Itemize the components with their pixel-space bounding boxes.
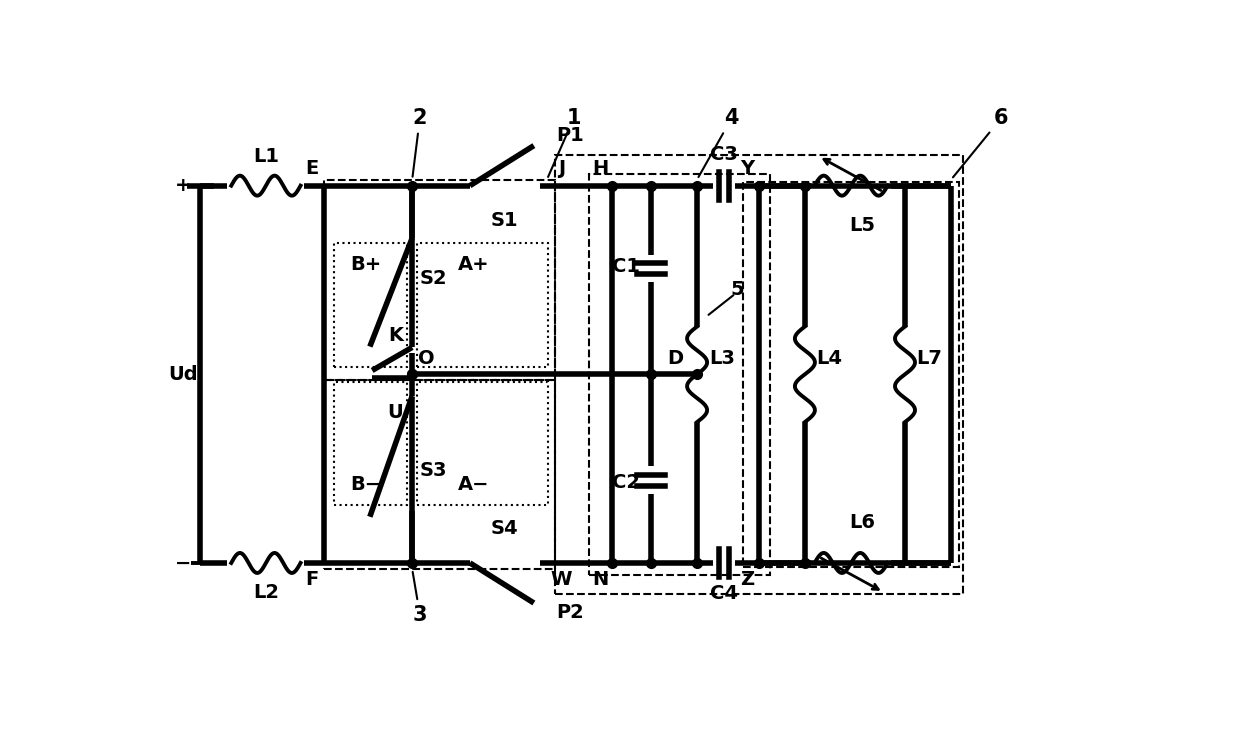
Text: C3: C3 bbox=[711, 145, 738, 165]
Text: N: N bbox=[593, 571, 609, 589]
Text: A+: A+ bbox=[458, 255, 490, 274]
Text: C2: C2 bbox=[613, 473, 640, 492]
Text: Y: Y bbox=[740, 159, 754, 178]
Text: A−: A− bbox=[458, 475, 490, 493]
Text: S2: S2 bbox=[420, 268, 448, 288]
Text: L4: L4 bbox=[816, 349, 842, 368]
Text: 4: 4 bbox=[698, 108, 739, 177]
Text: H: H bbox=[593, 159, 609, 178]
Text: −: − bbox=[175, 554, 191, 572]
Text: E: E bbox=[305, 159, 319, 178]
Text: D: D bbox=[667, 349, 683, 368]
Text: S3: S3 bbox=[420, 461, 448, 480]
Text: L7: L7 bbox=[916, 349, 942, 368]
Text: F: F bbox=[305, 571, 319, 589]
Text: 5: 5 bbox=[730, 280, 744, 299]
Text: J: J bbox=[558, 159, 565, 178]
Text: B−: B− bbox=[351, 475, 382, 493]
Text: L1: L1 bbox=[253, 147, 279, 166]
Text: O: O bbox=[418, 349, 434, 368]
Text: B+: B+ bbox=[351, 255, 382, 274]
Text: W: W bbox=[551, 571, 573, 589]
Text: L2: L2 bbox=[253, 583, 279, 602]
Text: K: K bbox=[388, 326, 403, 345]
Text: +: + bbox=[175, 176, 191, 195]
Text: L6: L6 bbox=[849, 513, 875, 533]
Text: L3: L3 bbox=[709, 349, 734, 368]
Text: C4: C4 bbox=[711, 584, 738, 603]
Text: S4: S4 bbox=[491, 519, 518, 538]
Text: 2: 2 bbox=[413, 108, 427, 177]
Text: P1: P1 bbox=[557, 126, 584, 145]
Text: 6: 6 bbox=[954, 108, 1008, 177]
Text: S1: S1 bbox=[491, 211, 518, 229]
Text: Ud: Ud bbox=[167, 365, 197, 384]
Text: P2: P2 bbox=[557, 603, 584, 623]
Text: Z: Z bbox=[740, 571, 754, 589]
Text: 1: 1 bbox=[548, 108, 582, 177]
Text: C1: C1 bbox=[613, 256, 640, 276]
Text: L5: L5 bbox=[849, 216, 875, 235]
Text: U: U bbox=[387, 403, 403, 422]
Text: 3: 3 bbox=[413, 572, 427, 625]
